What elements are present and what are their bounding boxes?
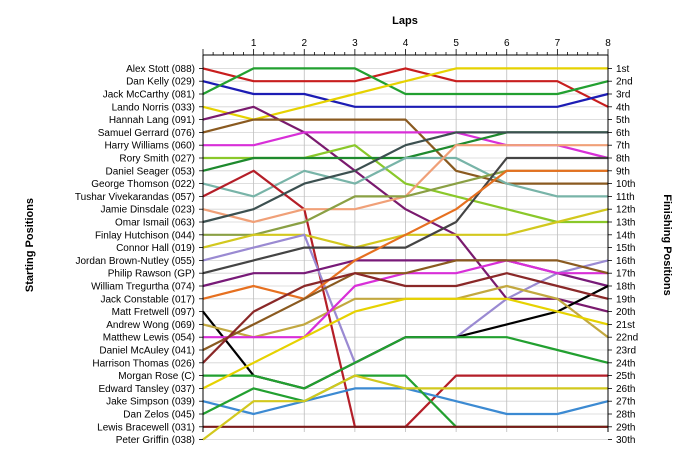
starting-position-label: Rory Smith (027) (119, 154, 195, 165)
x-tick-label: 1 (251, 38, 257, 49)
starting-position-label: Matthew Lewis (054) (103, 333, 195, 344)
finishing-position-label: 1st (616, 64, 630, 75)
finishing-position-label: 11th (616, 192, 635, 203)
starting-position-label: Jordan Brown-Nutley (055) (76, 256, 196, 267)
finishing-position-label: 13th (616, 218, 635, 229)
starting-position-label: George Thomson (022) (91, 179, 195, 190)
series-line (202, 67, 609, 108)
starting-position-label: Lewis Bracewell (031) (97, 422, 195, 433)
finishing-position-label: 9th (616, 166, 630, 177)
series-group (202, 67, 609, 441)
starting-position-label: Tushar Vivekarandas (057) (75, 192, 195, 203)
x-tick-label: 5 (453, 38, 459, 49)
finishing-position-label: 12th (616, 205, 635, 216)
starting-position-label: Edward Tansley (037) (98, 384, 195, 395)
finishing-position-label: 28th (616, 410, 635, 421)
finishing-position-label: 25th (616, 371, 635, 382)
series-line (202, 131, 608, 224)
x-tick-label: 4 (403, 38, 409, 49)
series-line (202, 259, 609, 351)
finishing-position-label: 8th (616, 154, 630, 165)
x-tick-label: 8 (605, 38, 611, 49)
finishing-position-label: 19th (616, 294, 635, 305)
x-axis-title: Laps (392, 15, 418, 27)
starting-position-label: Harrison Thomas (026) (92, 358, 195, 369)
finishing-position-label: 29th (616, 422, 635, 433)
starting-position-label: Samuel Gerrard (076) (98, 128, 195, 139)
x-tick-label: 3 (352, 38, 358, 49)
finishing-position-label: 30th (616, 435, 635, 446)
finishing-position-label: 27th (616, 397, 635, 408)
series-line (202, 105, 609, 313)
finishing-position-label: 10th (616, 179, 635, 190)
starting-position-label: Jamie Dinsdale (023) (101, 205, 196, 216)
starting-position-label: Daniel Seager (053) (106, 166, 196, 177)
starting-position-label: Lando Norris (033) (112, 102, 195, 113)
finishing-position-label: 24th (616, 358, 635, 369)
starting-position-label: Connor Hall (019) (116, 243, 195, 254)
finishing-position-label: 4th (616, 102, 630, 113)
finishing-position-label: 26th (616, 384, 635, 395)
finishing-position-label: 6th (616, 128, 630, 139)
finishing-position-label: 14th (616, 230, 635, 241)
finishing-position-label: 17th (616, 269, 635, 280)
series-line (202, 67, 609, 96)
x-tick-label: 7 (555, 38, 561, 49)
series-line (202, 118, 608, 185)
starting-position-label: Finlay Hutchison (044) (95, 230, 195, 241)
starting-position-label: Alex Stott (088) (126, 64, 195, 75)
starting-position-label: Omar Ismail (063) (115, 218, 195, 229)
starting-position-label: Peter Griffin (038) (116, 435, 195, 446)
finishing-position-label: 5th (616, 115, 630, 126)
finishing-position-label: 3rd (616, 90, 630, 101)
y-axis-title-left: Starting Positions (24, 198, 36, 292)
starting-position-label: Morgan Rose (C) (118, 371, 195, 382)
starting-position-label: Jack McCarthy (081) (103, 90, 195, 101)
finishing-position-label: 22nd (616, 333, 638, 344)
finishing-position-label: 2nd (616, 77, 633, 88)
starting-position-label: Daniel McAuley (041) (99, 346, 195, 357)
finishing-position-label: 7th (616, 141, 630, 152)
finishing-position-label: 20th (616, 307, 635, 318)
series-line (202, 297, 609, 390)
finishing-position-label: 18th (616, 282, 635, 293)
series-line (203, 336, 609, 390)
finishing-position-label: 21st (616, 320, 635, 331)
starting-position-label: Philip Rawson (GP) (108, 269, 195, 280)
labels: 1 2 3 4 5 6 7 8 Alex Stott (088) Dan Kelly (029) J… (75, 38, 638, 446)
series-line (202, 80, 609, 108)
starting-position-label: Matt Fretwell (097) (112, 307, 195, 318)
starting-position-label: Jake Simpson (039) (106, 397, 195, 408)
x-tick-label: 2 (301, 38, 307, 49)
x-tick-label: 6 (504, 38, 510, 49)
series-line (202, 156, 608, 198)
y-axis-title-right: Finishing Positions (661, 194, 673, 295)
starting-position-label: Dan Kelly (029) (126, 77, 195, 88)
starting-position-label: Hannah Lang (091) (109, 115, 195, 126)
starting-position-label: Dan Zelos (045) (123, 410, 195, 421)
series-line (202, 374, 608, 441)
starting-position-label: Jack Constable (017) (101, 294, 196, 305)
starting-position-label: Harry Williams (060) (104, 141, 195, 152)
finishing-position-label: 23rd (616, 346, 636, 357)
series-line (202, 169, 608, 300)
axes (199, 49, 612, 441)
finishing-position-label: 15th (616, 243, 635, 254)
series-line (202, 156, 608, 275)
starting-position-label: Andrew Wong (069) (106, 320, 195, 331)
finishing-position-label: 16th (616, 256, 635, 267)
starting-position-label: William Tregurtha (074) (91, 282, 195, 293)
series-line (202, 272, 609, 364)
